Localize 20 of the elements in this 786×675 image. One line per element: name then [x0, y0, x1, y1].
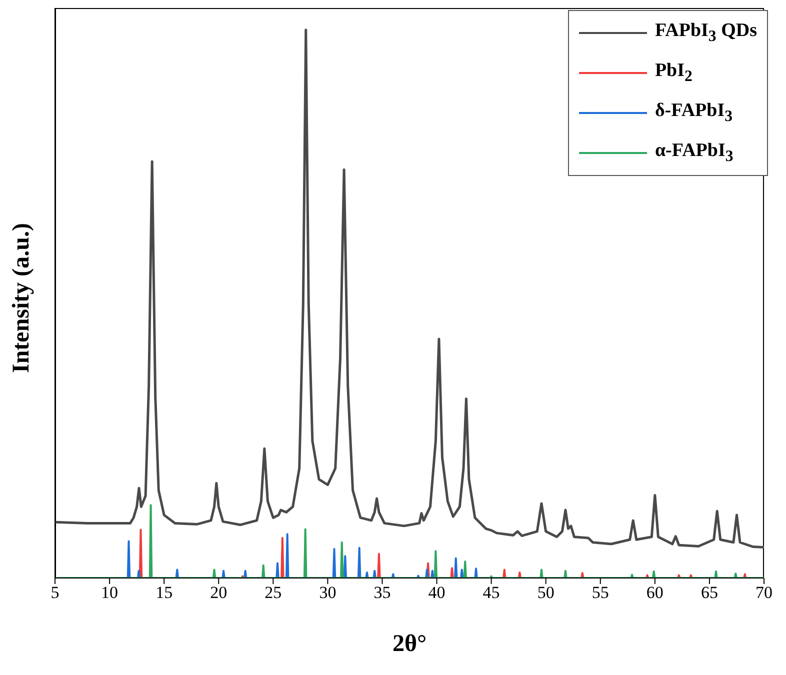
- x-tick-label: 5: [50, 583, 60, 602]
- x-tick-label: 30: [319, 583, 336, 602]
- x-tick-label: 15: [156, 583, 173, 602]
- legend-label: FAPbI$_{3}$ QDs: [654, 20, 757, 46]
- x-tick-label: 35: [374, 583, 391, 602]
- x-tick-label: 45: [482, 583, 500, 602]
- x-tick-label: 50: [537, 583, 554, 602]
- legend-label: δ-FAPbI$_{3}$: [654, 100, 733, 126]
- legend-label: α-FAPbI$_{3}$: [654, 140, 734, 166]
- x-tick-label: 60: [646, 583, 664, 602]
- x-tick-label: 65: [700, 583, 718, 602]
- x-tick-label: 20: [210, 583, 228, 602]
- legend-label: PbI$_{2}$: [654, 60, 692, 86]
- x-axis-title: 2θ°: [392, 631, 427, 657]
- x-tick-label: 10: [101, 583, 118, 602]
- x-tick-label: 55: [592, 583, 609, 602]
- x-tick-label: 70: [756, 583, 772, 602]
- x-tick-label: 25: [264, 583, 282, 602]
- y-axis-title: Intensity (a.u.): [8, 222, 35, 373]
- x-tick-label: 40: [428, 583, 446, 602]
